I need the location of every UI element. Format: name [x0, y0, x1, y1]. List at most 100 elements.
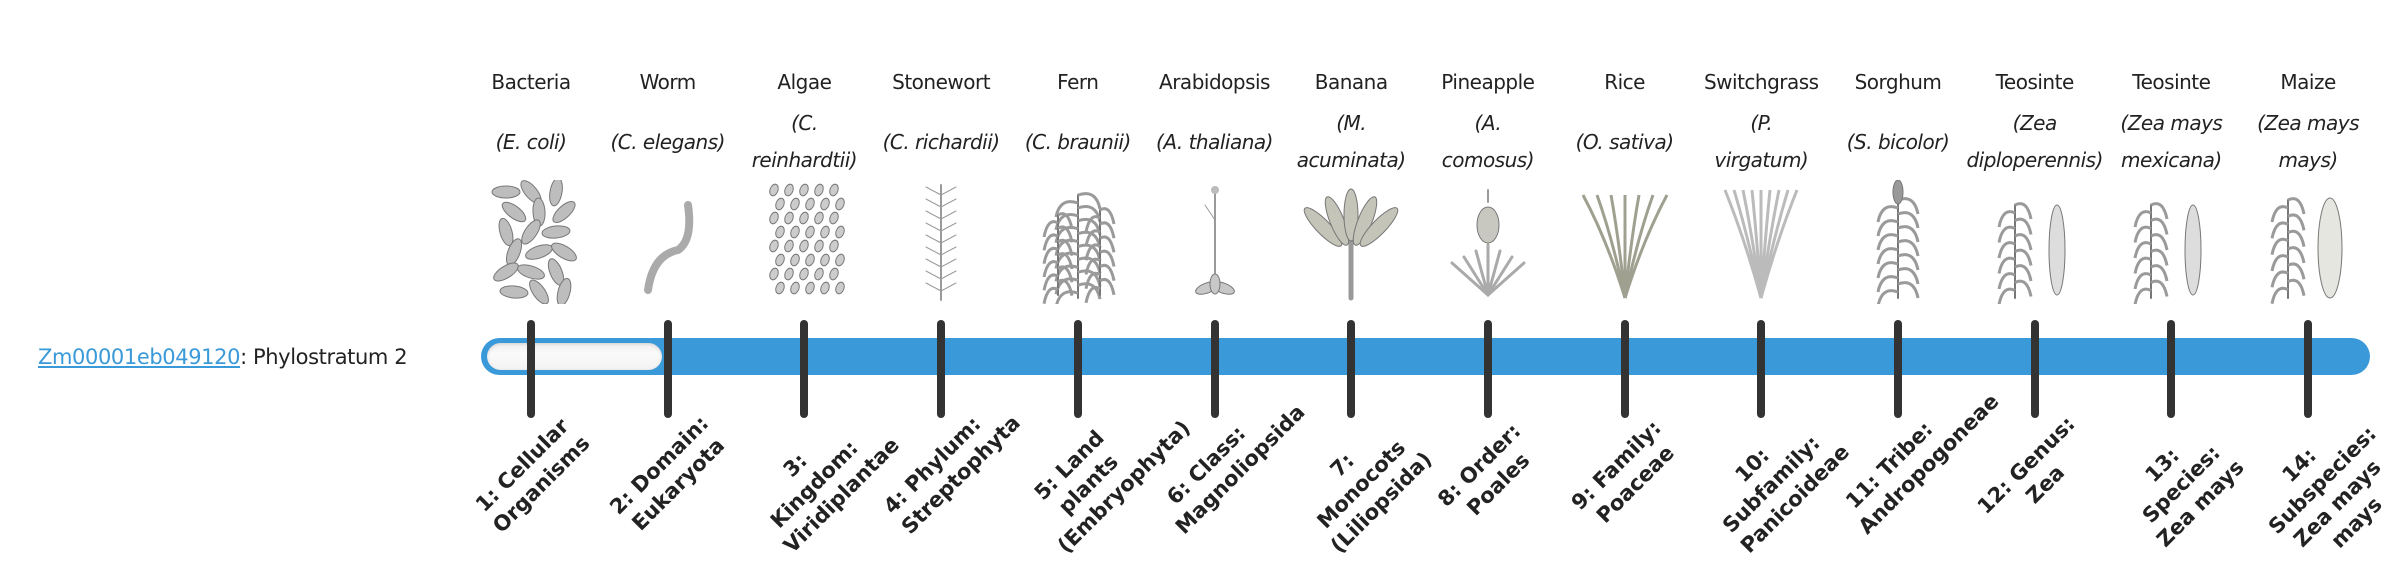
stratum-tick	[1347, 320, 1356, 418]
stratum-tick	[2030, 320, 2039, 418]
bar-empty-segment	[487, 343, 662, 370]
scientific-name-line: (E. coli)	[495, 129, 567, 154]
stratum-tick	[1620, 320, 1629, 418]
scientific-name-line: (C. richardii)	[882, 129, 1001, 154]
scientific-name: (M. acuminata)	[1283, 104, 1419, 180]
stratum-label: 2: Domain: Eukaryota	[604, 411, 729, 536]
common-name: Arabidopsis	[1159, 70, 1270, 94]
scientific-name: (Zea diploperennis)	[1966, 104, 2103, 180]
organism-column: Fern (C. braunii)	[1010, 60, 1146, 304]
scientific-name: (A. thaliana)	[1147, 104, 1283, 180]
organism-column: Teosinte (Zea mays mexicana)	[2103, 60, 2239, 304]
common-name: Teosinte	[1995, 70, 2075, 94]
common-name: Stonewort	[892, 70, 991, 94]
organism-column: Banana (M. acuminata)	[1283, 60, 1419, 304]
stratum-label: 3: Kingdom: Viridiplantae	[766, 432, 905, 558]
stratum-tick	[1894, 320, 1902, 418]
worm-icon	[643, 201, 693, 294]
scientific-name-line: comosus)	[1441, 148, 1535, 172]
organism-column: Algae (C. reinhardtii)	[736, 60, 872, 304]
scientific-name-line: (Zea	[2012, 111, 2058, 135]
stratum-label: 5: Land plants (Embryophyta)	[1029, 415, 1195, 558]
organism-column: Stonewort (C. richardii)	[873, 60, 1009, 304]
common-name: Sorghum	[1854, 70, 1942, 94]
stratum-label: 10: Subfamily: Panicoideae	[1718, 430, 1855, 558]
stratum-label: 8: Order: Poales	[1432, 419, 1535, 521]
sorghum-icon	[1876, 180, 1920, 304]
scientific-name-line: reinhardtii)	[751, 148, 858, 172]
scientific-name-line: mays)	[2278, 148, 2338, 172]
common-name: Pineapple	[1441, 70, 1535, 94]
organism-column: Teosinte (Zea diploperennis)	[1966, 60, 2103, 304]
organism-column: Switchgrass (P. virgatum)	[1693, 60, 1829, 304]
common-name: Algae	[777, 70, 832, 94]
stratum-label: 7: Monocots (Liliopsida)	[1312, 435, 1437, 558]
common-name: Rice	[1604, 70, 1645, 94]
scientific-name: (O. sativa)	[1557, 104, 1693, 180]
scientific-name: (Zea mays mays)	[2240, 104, 2376, 180]
stratum-tick	[800, 320, 809, 418]
organism-column: Sorghum (S. bicolor)	[1830, 60, 1966, 304]
common-name: Fern	[1057, 70, 1099, 94]
scientific-name-line: mexicana)	[2121, 148, 2222, 172]
stratum-label: 14: Subspecies: Zea mays mays	[2263, 421, 2387, 553]
scientific-name: (C. reinhardtii)	[736, 104, 872, 180]
stratum-label: 11: Tribe: Andropogoneae	[1841, 389, 2004, 539]
stratum-tick	[1073, 320, 1082, 418]
maize-icon	[2270, 197, 2343, 304]
organism-column: Pineapple (A. comosus)	[1420, 60, 1556, 304]
stratum-tick	[663, 320, 672, 418]
stratum-label: 4: Phylum: Streptophyta	[878, 410, 1026, 539]
stratum-label: 13: Species: Zea mays	[2138, 440, 2250, 552]
common-name: Switchgrass	[1703, 70, 1819, 94]
stratum-label: 12: Genus: Zea	[1972, 411, 2080, 519]
scientific-name-line: (A. thaliana)	[1156, 129, 1273, 154]
common-name: Bacteria	[491, 70, 571, 94]
scientific-name-line: acuminata)	[1296, 148, 1406, 172]
gene-link[interactable]: Zm00001eb049120	[38, 345, 241, 369]
algae-icon	[769, 183, 846, 295]
common-name: Banana	[1314, 70, 1388, 94]
phylostratum-text: : Phylostratum 2	[240, 345, 408, 369]
common-name: Worm	[639, 70, 697, 94]
stratum-tick	[527, 320, 535, 418]
scientific-name-line: (P.	[1750, 111, 1773, 135]
scientific-name-line: (Zea mays	[2120, 111, 2223, 135]
scientific-name: (C. elegans)	[600, 104, 736, 180]
gene-label: Zm00001eb049120: Phylostratum 2	[38, 340, 408, 374]
stonewort-icon	[925, 184, 957, 301]
teosinte-icon	[2133, 202, 2202, 304]
scientific-name-line: (C. braunii)	[1024, 129, 1131, 154]
scientific-name: (Zea mays mexicana)	[2103, 104, 2239, 180]
organism-column: Maize (Zea mays mays)	[2240, 60, 2376, 304]
common-name: Maize	[2280, 70, 2336, 94]
scientific-name-line: (Zea mays	[2257, 111, 2360, 135]
scientific-name: (A. comosus)	[1420, 104, 1556, 180]
scientific-name-line: (S. bicolor)	[1846, 129, 1950, 154]
scientific-name-line: (O. sativa)	[1575, 129, 1674, 154]
scientific-name-line: (C.	[791, 111, 818, 135]
stratum-tick	[1483, 320, 1492, 418]
organism-column: Worm (C. elegans)	[600, 60, 736, 304]
organism-column: Bacteria (E. coli)	[463, 60, 599, 304]
stratum-tick	[2167, 320, 2176, 418]
organism-column: Rice (O. sativa)	[1557, 60, 1693, 304]
scientific-name-line: (M.	[1336, 111, 1367, 135]
teosinte-icon	[1997, 202, 2066, 304]
scientific-name-line: (A.	[1474, 111, 1502, 135]
stratum-label: 9: Family: Poaceae	[1566, 415, 1679, 528]
scientific-name: (C. braunii)	[1010, 104, 1146, 180]
common-name: Teosinte	[2132, 70, 2211, 94]
phylostratum-bar	[481, 338, 2370, 375]
fern-icon	[1042, 192, 1116, 304]
rice-icon	[1581, 194, 1668, 299]
switchgrass-icon	[1723, 189, 1799, 299]
stratum-tick	[1757, 320, 1766, 418]
arabidopsis-icon	[1194, 186, 1235, 295]
scientific-name-line: (C. elegans)	[610, 129, 725, 154]
scientific-name: (C. richardii)	[873, 104, 1009, 180]
scientific-name: (E. coli)	[463, 104, 599, 180]
banana-icon	[1303, 188, 1399, 301]
scientific-name: (S. bicolor)	[1830, 104, 1966, 180]
scientific-name: (P. virgatum)	[1693, 104, 1829, 180]
